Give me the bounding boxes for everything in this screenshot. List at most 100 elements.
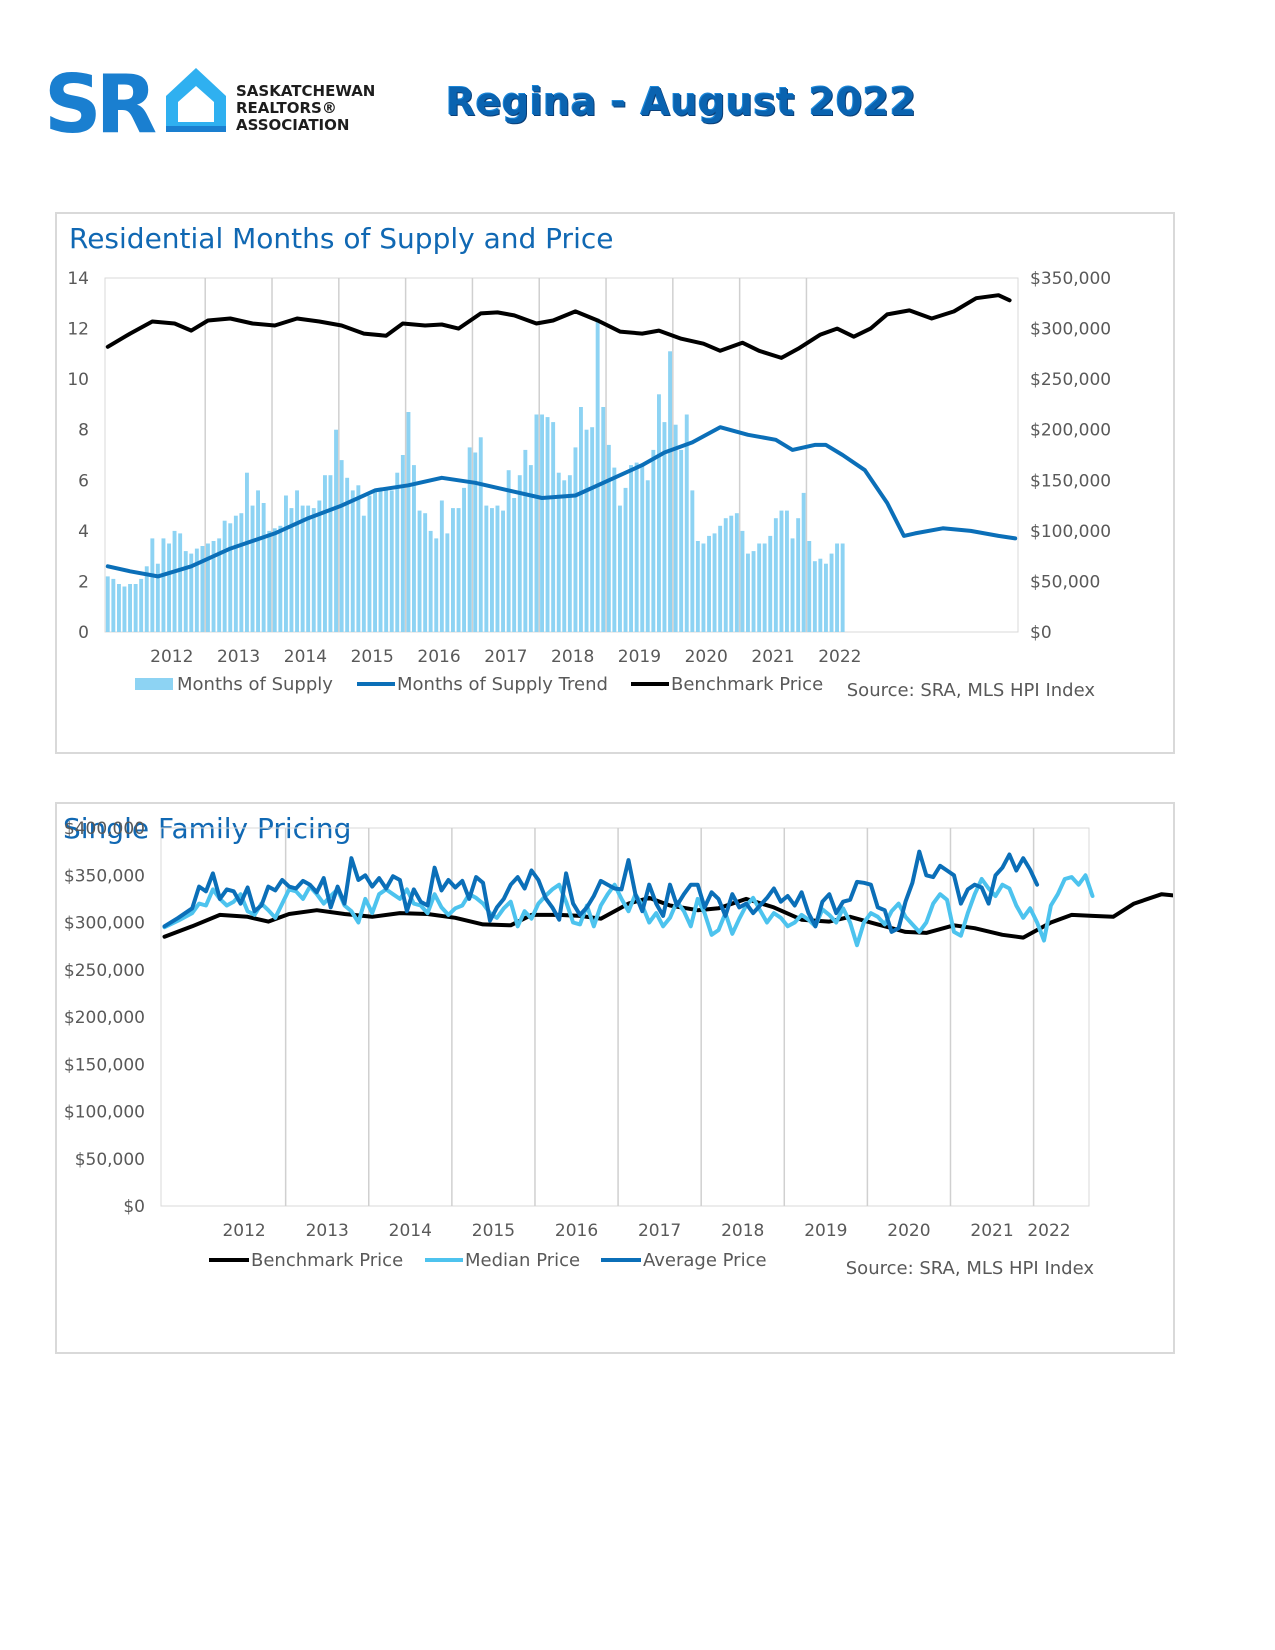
supply-bar bbox=[501, 510, 505, 632]
supply-bar bbox=[194, 548, 199, 632]
supply-bar bbox=[801, 492, 806, 632]
supply-bar bbox=[629, 465, 633, 632]
logo-line-1: SASKATCHEWAN bbox=[236, 82, 375, 100]
supply-trend-line bbox=[105, 425, 1018, 579]
supply-bar bbox=[785, 510, 789, 632]
x-tick-label: 2019 bbox=[618, 647, 661, 667]
y-left-tick-label: 4 bbox=[78, 522, 89, 542]
supply-bar bbox=[200, 546, 205, 632]
supply-bar bbox=[155, 563, 160, 632]
logo-line-2: REALTORS® bbox=[236, 99, 337, 117]
supply-bar bbox=[256, 490, 260, 632]
supply-bar bbox=[579, 407, 583, 632]
supply-bar bbox=[406, 412, 411, 632]
y-tick-label: $250,000 bbox=[64, 961, 145, 981]
x-tick-label: 2018 bbox=[551, 647, 594, 667]
supply-bar bbox=[211, 541, 216, 632]
supply-bar bbox=[645, 480, 650, 632]
x-tick-label: 2017 bbox=[638, 1221, 681, 1241]
supply-bar bbox=[712, 533, 717, 632]
x-tick-label: 2022 bbox=[1027, 1221, 1070, 1241]
supply-bar bbox=[657, 394, 661, 632]
supply-bar bbox=[762, 543, 767, 632]
supply-bar bbox=[673, 424, 678, 632]
plot-area bbox=[160, 827, 1090, 1207]
supply-bar bbox=[217, 538, 222, 632]
supply-bar bbox=[434, 538, 439, 632]
y-tick-label: $350,000 bbox=[64, 866, 145, 886]
x-tick-label: 2012 bbox=[150, 647, 193, 667]
y-right-tick-label: $50,000 bbox=[1030, 572, 1100, 592]
supply-bar bbox=[261, 503, 266, 632]
supply-bar bbox=[512, 498, 517, 632]
chart1-title: Residential Months of Supply and Price bbox=[69, 222, 614, 255]
y-right-tick-label: $200,000 bbox=[1030, 421, 1111, 441]
y-left-tick-label: 6 bbox=[78, 471, 89, 491]
supply-bar bbox=[618, 505, 622, 632]
supply-bar bbox=[172, 530, 177, 632]
supply-bar bbox=[356, 485, 361, 632]
x-tick-label: 2021 bbox=[751, 647, 794, 667]
supply-bar bbox=[122, 586, 127, 632]
supply-bar bbox=[284, 495, 288, 632]
supply-bar bbox=[729, 515, 734, 632]
supply-bar bbox=[183, 551, 188, 632]
supply-bar bbox=[601, 407, 606, 632]
supply-bar bbox=[773, 518, 778, 632]
supply-bar bbox=[367, 495, 372, 632]
x-tick-label: 2012 bbox=[222, 1221, 265, 1241]
supply-bar bbox=[835, 543, 839, 632]
x-tick-label: 2015 bbox=[351, 647, 394, 667]
average-price-line bbox=[162, 849, 1040, 934]
supply-bar bbox=[751, 551, 756, 632]
y-right-tick-label: $250,000 bbox=[1030, 370, 1111, 390]
supply-bar bbox=[812, 561, 817, 632]
sra-logo: SR SASKATCHEWAN REALTORS® ASSOCIATION bbox=[46, 66, 375, 140]
supply-bar bbox=[417, 510, 422, 632]
y-right-tick-label: $300,000 bbox=[1030, 320, 1111, 340]
supply-bar bbox=[150, 538, 155, 632]
supply-bar bbox=[829, 553, 834, 632]
supply-bar bbox=[250, 505, 255, 632]
single-family-pricing-chart: 2012 2013 2014 2015 2016 2017 2018 2019 2020 2021… bbox=[64, 819, 1173, 1279]
supply-bar bbox=[567, 475, 572, 632]
supply-bar bbox=[478, 437, 483, 632]
supply-bar bbox=[133, 584, 138, 632]
supply-bar bbox=[707, 535, 711, 632]
supply-bar bbox=[495, 505, 500, 632]
supply-bar bbox=[634, 462, 639, 632]
logo-letters: SR bbox=[46, 66, 156, 140]
supply-bar bbox=[361, 515, 366, 632]
supply-bar bbox=[445, 533, 450, 632]
supply-bar bbox=[768, 535, 773, 632]
x-tick-label: 2017 bbox=[484, 647, 527, 667]
supply-bar bbox=[723, 518, 728, 632]
supply-bar bbox=[484, 505, 489, 632]
supply-bar bbox=[668, 351, 672, 632]
supply-bar bbox=[840, 543, 845, 632]
y-tick-label: $0 bbox=[123, 1197, 145, 1217]
supply-bar bbox=[144, 566, 149, 632]
supply-bar bbox=[295, 490, 299, 632]
supply-bar bbox=[373, 490, 377, 632]
supply-bar bbox=[818, 558, 823, 632]
benchmark-price-line bbox=[105, 293, 1012, 360]
y-left-tick-label: 12 bbox=[67, 320, 89, 340]
supply-bar bbox=[328, 475, 333, 632]
supply-bar bbox=[161, 538, 166, 632]
supply-bar bbox=[551, 422, 556, 632]
x-tick-label: 2014 bbox=[389, 1221, 432, 1241]
supply-bar bbox=[584, 429, 589, 632]
supply-bar bbox=[206, 543, 210, 632]
y-left-tick-label: 10 bbox=[67, 370, 89, 390]
legend-label-trend: Months of Supply Trend bbox=[397, 674, 608, 695]
y-tick-label: $400,000 bbox=[64, 819, 145, 839]
supply-bar bbox=[734, 513, 739, 632]
y-left-tick-label: 8 bbox=[78, 421, 89, 441]
supply-bar bbox=[317, 500, 322, 632]
x-tick-label: 2022 bbox=[818, 647, 861, 667]
x-tick-label: 2016 bbox=[555, 1221, 598, 1241]
single-family-pricing-panel: Single Family Pricing 2012 2013 2014 2015 20… bbox=[55, 802, 1175, 1354]
supply-bar bbox=[517, 475, 522, 632]
y-left-tick-label: 2 bbox=[78, 572, 89, 592]
